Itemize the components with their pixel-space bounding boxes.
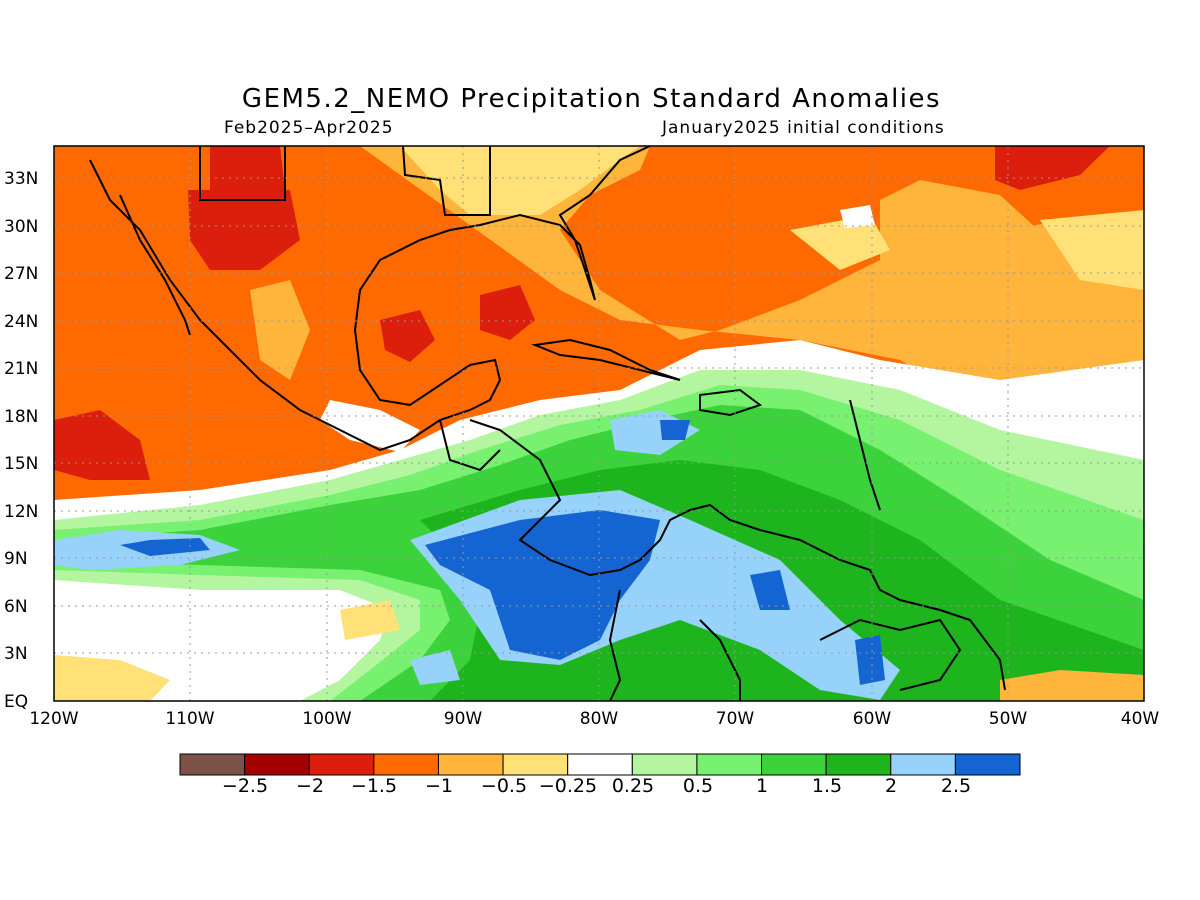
colorbar-label: 2.5 [940, 775, 972, 797]
colorbar-label: 2 [884, 775, 898, 797]
colorbar-label: 0.25 [611, 775, 655, 797]
lat-label: 15N [4, 454, 39, 474]
lon-label: 60W [852, 709, 892, 729]
map-title: GEM5.2_NEMO Precipitation Standard Anoma… [241, 84, 942, 114]
lon-label: 90W [443, 709, 483, 729]
initial-conditions: January2025 initial conditions [662, 118, 945, 138]
colorbar-label: −0.25 [538, 775, 598, 797]
colorbar-swatch [954, 753, 1021, 776]
colorbar-swatch [696, 753, 763, 776]
colorbar-swatch [373, 753, 439, 776]
colorbar-label: −1.5 [350, 775, 398, 797]
colorbar-swatch [244, 753, 310, 776]
forecast-period: Feb2025–Apr2025 [224, 118, 394, 138]
lat-label: 12N [4, 502, 39, 522]
lat-label: 3N [4, 644, 28, 664]
lat-label: 18N [4, 407, 39, 427]
lon-label: 100W [302, 709, 352, 729]
colorbar-swatch [567, 753, 633, 776]
lon-label: 70W [715, 709, 755, 729]
colorbar-label: −1 [424, 775, 453, 797]
colorbar-swatch [825, 753, 892, 776]
colorbar-label: 1.5 [811, 775, 843, 797]
lon-label: 110W [165, 709, 215, 729]
lat-label: 33N [4, 169, 39, 189]
anomaly-field [54, 146, 1144, 701]
colorbar-label: −0.5 [480, 775, 528, 797]
colorbar-swatch [502, 753, 569, 776]
grid-lines [54, 146, 1144, 701]
lon-label: 80W [579, 709, 619, 729]
map-frame [53, 145, 1145, 702]
lon-label: 50W [988, 709, 1028, 729]
lat-label: 21N [4, 359, 39, 379]
lon-label: 120W [29, 709, 79, 729]
colorbar-label: −2 [295, 775, 324, 797]
coastlines [89, 145, 1006, 702]
lat-label: 30N [4, 217, 39, 237]
lat-label: 27N [4, 264, 39, 284]
colorbar-swatch [890, 753, 956, 776]
lon-label: 40W [1120, 709, 1160, 729]
colorbar-swatch [179, 753, 246, 776]
colorbar-swatch [631, 753, 698, 776]
colorbar-label: 1 [755, 775, 769, 797]
colorbar-label: −2.5 [221, 775, 269, 797]
colorbar-swatch [308, 753, 375, 776]
lat-label: 6N [4, 597, 28, 617]
lat-label: 24N [4, 312, 39, 332]
colorbar-label: 0.5 [682, 775, 714, 797]
colorbar [179, 753, 1021, 776]
colorbar-swatch [437, 753, 504, 776]
lat-label: 9N [4, 549, 28, 569]
lat-label: EQ [4, 692, 29, 712]
colorbar-swatch [761, 753, 827, 776]
